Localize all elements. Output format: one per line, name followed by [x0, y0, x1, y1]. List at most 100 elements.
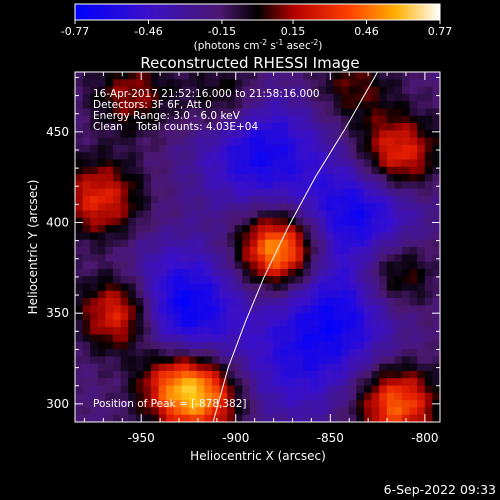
- heatmap-cell: [272, 349, 281, 357]
- heatmap-cell: [227, 254, 236, 263]
- heatmap-cell: [135, 298, 145, 306]
- colorbar-ticks: -0.77 -0.46 -0.15 0.15 0.46 0.77: [61, 20, 452, 38]
- heatmap-cell: [386, 298, 395, 306]
- heatmap-cell: [371, 195, 380, 204]
- heatmap-cell: [143, 268, 152, 277]
- heatmap-cell: [424, 283, 433, 292]
- heatmap-cell: [333, 349, 342, 357]
- heatmap-cell: [196, 203, 205, 212]
- heatmap-cell: [196, 210, 205, 219]
- heatmap-cell: [204, 327, 213, 336]
- heatmap-cell: [204, 268, 213, 277]
- heatmap-cell: [272, 356, 281, 365]
- heatmap-cell: [348, 392, 357, 401]
- heatmap-cell: [135, 72, 145, 80]
- heatmap-cell: [196, 86, 205, 95]
- heatmap-cell: [242, 254, 251, 263]
- heatmap-cell: [394, 298, 403, 306]
- heatmap-cell: [348, 341, 357, 350]
- heatmap-cell: [135, 407, 145, 416]
- heatmap-cell: [325, 181, 335, 190]
- heatmap-cell: [249, 385, 259, 394]
- heatmap-cell: [318, 385, 327, 394]
- heatmap-cell: [227, 203, 236, 212]
- heatmap-cell: [394, 203, 403, 212]
- heatmap-cell: [135, 232, 145, 241]
- heatmap-cell: [173, 334, 183, 343]
- heatmap-cell: [303, 268, 312, 277]
- heatmap-cell: [303, 276, 312, 285]
- heatmap-cell: [196, 400, 205, 409]
- heatmap-cell: [363, 166, 373, 175]
- heatmap-cell: [143, 137, 152, 146]
- heatmap-cell: [120, 174, 129, 182]
- heatmap-cell: [242, 261, 251, 270]
- heatmap-cell: [135, 363, 145, 372]
- heatmap-cell: [371, 261, 380, 270]
- heatmap-cell: [325, 166, 335, 175]
- heatmap-cell: [295, 174, 304, 182]
- heatmap-cell: [363, 123, 373, 131]
- heatmap-cell: [135, 108, 145, 117]
- heatmap-cell: [280, 93, 289, 102]
- heatmap-cell: [432, 276, 440, 285]
- heatmap-cell: [394, 195, 403, 204]
- heatmap-cell: [310, 268, 319, 277]
- heatmap-cell: [280, 217, 289, 226]
- heatmap-cell: [272, 341, 281, 350]
- heatmap-cell: [371, 130, 380, 139]
- heatmap-cell: [105, 327, 114, 336]
- heatmap-cell: [386, 130, 395, 139]
- heatmap-cell: [204, 254, 213, 263]
- heatmap-cell: [318, 283, 327, 292]
- colorbar-strip: [74, 3, 441, 21]
- heatmap-cell: [333, 188, 342, 197]
- heatmap-cell: [363, 144, 373, 153]
- heatmap-cell: [356, 101, 365, 110]
- heatmap-cell: [333, 414, 342, 422]
- heatmap-cell: [348, 232, 357, 241]
- heatmap-cell: [105, 195, 114, 204]
- heatmap-cell: [333, 247, 342, 255]
- heatmap-cell: [242, 268, 251, 277]
- heatmap-cell: [90, 349, 99, 357]
- heatmap-cell: [379, 217, 388, 226]
- heatmap-cell: [135, 130, 145, 139]
- heatmap-cell: [90, 174, 99, 182]
- heatmap-cell: [424, 319, 433, 328]
- heatmap-cell: [303, 239, 312, 248]
- heatmap-cell: [348, 385, 357, 394]
- heatmap-cell: [303, 385, 312, 394]
- heatmap-cell: [227, 327, 236, 336]
- heatmap-cell: [151, 378, 160, 387]
- heatmap-cell: [249, 276, 259, 285]
- heatmap-cell: [280, 283, 289, 292]
- heatmap-cell: [120, 378, 129, 387]
- heatmap-cell: [417, 123, 426, 131]
- heatmap-cell: [242, 392, 251, 401]
- heatmap-cell: [432, 334, 440, 343]
- heatmap-cell: [318, 159, 327, 168]
- heatmap-cell: [310, 159, 319, 168]
- heatmap-cell: [143, 254, 152, 263]
- heatmap-cell: [310, 144, 319, 153]
- heatmap-cell: [272, 79, 281, 88]
- heatmap-cell: [120, 152, 129, 161]
- heatmap-cell: [166, 159, 175, 168]
- heatmap-cell: [424, 108, 433, 117]
- heatmap-cell: [265, 298, 274, 306]
- heatmap-cell: [363, 217, 373, 226]
- heatmap-cell: [211, 327, 221, 336]
- heatmap-cell: [371, 137, 380, 146]
- heatmap-cell: [424, 407, 433, 416]
- heatmap-cell: [348, 79, 357, 88]
- heatmap-cell: [432, 203, 440, 212]
- heatmap-cell: [432, 188, 440, 197]
- heatmap-cell: [303, 400, 312, 409]
- heatmap-cell: [196, 101, 205, 110]
- heatmap-cell: [143, 349, 152, 357]
- heatmap-cell: [333, 130, 342, 139]
- heatmap-cell: [424, 174, 433, 182]
- heatmap-cell: [249, 79, 259, 88]
- heatmap-cell: [310, 137, 319, 146]
